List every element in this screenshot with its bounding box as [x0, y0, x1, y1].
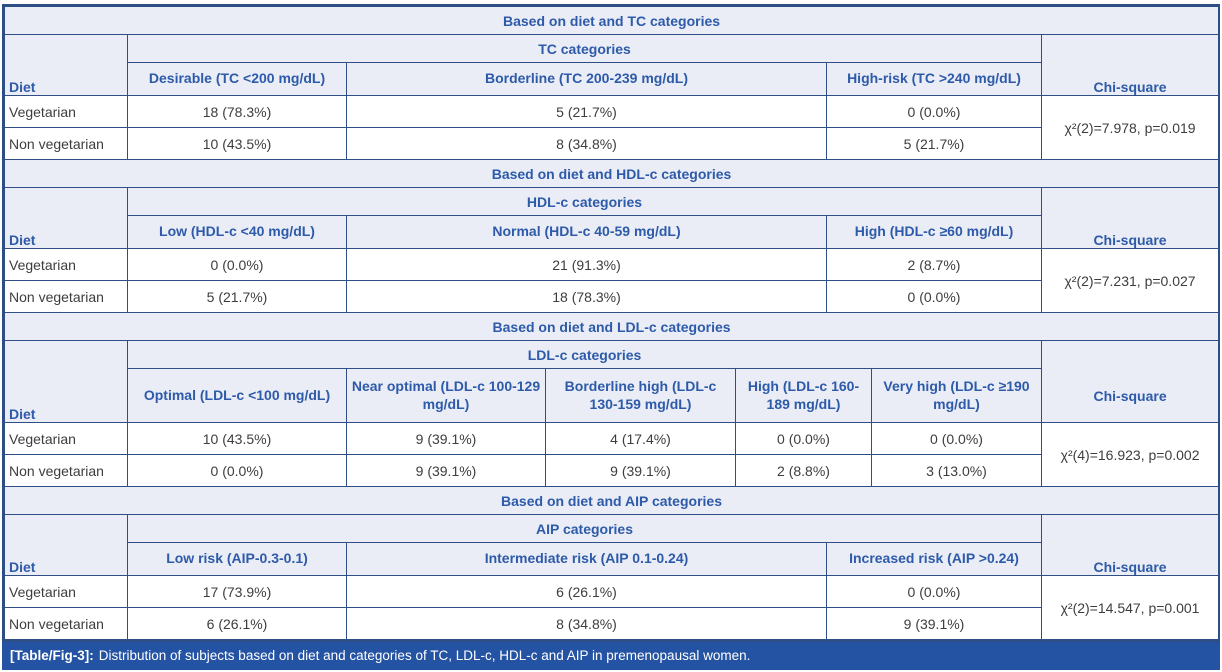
- column-header: Borderline high (LDL-c 130-159 mg/dL): [545, 368, 736, 423]
- data-cell: 9 (39.1%): [346, 422, 546, 455]
- table-row: Non vegetarian 0 (0.0%) 9 (39.1%) 9 (39.…: [4, 454, 1219, 487]
- data-cell: 18 (78.3%): [346, 280, 827, 313]
- category-group-header-aip: AIP categories: [127, 514, 1042, 543]
- data-cell: 18 (78.3%): [127, 95, 347, 128]
- data-cell: 17 (73.9%): [127, 575, 347, 608]
- column-header: Intermediate risk (AIP 0.1-0.24): [346, 542, 827, 576]
- chi-square-value: χ²(4)=16.923, p=0.002: [1040, 422, 1220, 487]
- data-cell: 9 (39.1%): [826, 607, 1042, 640]
- caption-text: Distribution of subjects based on diet a…: [98, 648, 751, 663]
- data-cell: 6 (26.1%): [127, 607, 347, 640]
- diet-cell: Non vegetarian: [4, 127, 128, 160]
- diet-column-header: Diet: [4, 514, 128, 576]
- column-header: Very high (LDL-c ≥190 mg/dL): [871, 368, 1042, 423]
- data-cell: 0 (0.0%): [826, 575, 1042, 608]
- column-header: High (LDL-c 160-189 mg/dL): [735, 368, 872, 423]
- chi-square-column-header: Chi-square: [1040, 187, 1220, 249]
- table-figure: Based on diet and TC categories Diet TC …: [2, 4, 1220, 670]
- data-cell: 2 (8.8%): [735, 454, 872, 487]
- section-title-tc: Based on diet and TC categories: [3, 6, 1220, 35]
- data-cell: 5 (21.7%): [346, 95, 827, 128]
- table-row: Vegetarian 17 (73.9%) 6 (26.1%) 0 (0.0%)…: [4, 575, 1220, 640]
- chi-square-value: χ²(2)=7.978, p=0.019: [1040, 95, 1220, 160]
- column-header: Low risk (AIP-0.3-0.1): [127, 542, 347, 576]
- section-title-hdl: Based on diet and HDL-c categories: [3, 159, 1220, 188]
- table-border-frame: Based on diet and TC categories Diet TC …: [2, 4, 1220, 642]
- data-cell: 0 (0.0%): [826, 95, 1042, 128]
- data-cell: 10 (43.5%): [127, 127, 347, 160]
- data-cell: 3 (13.0%): [871, 454, 1042, 487]
- data-cell: 9 (39.1%): [346, 454, 546, 487]
- diet-cell: Non vegetarian: [4, 607, 128, 640]
- diet-cell: Vegetarian: [4, 422, 128, 455]
- data-cell: 8 (34.8%): [346, 607, 827, 640]
- table-row: Vegetarian 0 (0.0%) 21 (91.3%) 2 (8.7%) …: [4, 248, 1220, 313]
- data-cell: 21 (91.3%): [346, 248, 827, 281]
- data-cell: 0 (0.0%): [127, 248, 347, 281]
- diet-column-header: Diet: [4, 187, 128, 249]
- section-table-aip: Based on diet and AIP categories Diet AI…: [3, 486, 1220, 640]
- data-cell: 0 (0.0%): [826, 280, 1042, 313]
- caption-tag: [Table/Fig-3]:: [10, 648, 94, 663]
- table-row: Vegetarian 10 (43.5%) 9 (39.1%) 4 (17.4%…: [4, 422, 1220, 487]
- diet-cell: Non vegetarian: [4, 454, 128, 487]
- column-header: High-risk (TC >240 mg/dL): [826, 62, 1042, 96]
- column-header: Borderline (TC 200-239 mg/dL): [346, 62, 827, 96]
- data-cell: 0 (0.0%): [127, 454, 347, 487]
- chi-square-value: χ²(2)=14.547, p=0.001: [1040, 575, 1220, 640]
- data-cell: 4 (17.4%): [545, 422, 736, 455]
- diet-cell: Vegetarian: [4, 575, 128, 608]
- diet-column-header: Diet: [4, 340, 128, 423]
- chi-square-column-header: Chi-square: [1040, 514, 1220, 576]
- column-header: Optimal (LDL-c <100 mg/dL): [127, 368, 347, 423]
- section-title-aip: Based on diet and AIP categories: [3, 486, 1220, 515]
- diet-column-header: Diet: [4, 34, 128, 96]
- data-cell: 10 (43.5%): [127, 422, 347, 455]
- column-header: Near optimal (LDL-c 100-129 mg/dL): [346, 368, 546, 423]
- chi-square-column-header: Chi-square: [1040, 34, 1220, 96]
- data-cell: 5 (21.7%): [127, 280, 347, 313]
- table-row: Non vegetarian 10 (43.5%) 8 (34.8%) 5 (2…: [4, 127, 1219, 160]
- section-table-hdl: Based on diet and HDL-c categories Diet …: [3, 159, 1220, 313]
- category-group-header-hdl: HDL-c categories: [127, 187, 1042, 216]
- data-cell: 2 (8.7%): [826, 248, 1042, 281]
- table-row: Vegetarian 18 (78.3%) 5 (21.7%) 0 (0.0%)…: [4, 95, 1220, 160]
- section-title-ldl: Based on diet and LDL-c categories: [3, 312, 1220, 341]
- category-group-header-ldl: LDL-c categories: [127, 340, 1042, 369]
- chi-square-value: χ²(2)=7.231, p=0.027: [1040, 248, 1220, 313]
- diet-cell: Vegetarian: [4, 95, 128, 128]
- table-row: Non vegetarian 5 (21.7%) 18 (78.3%) 0 (0…: [4, 280, 1219, 313]
- column-header: Increased risk (AIP >0.24): [826, 542, 1042, 576]
- table-row: Non vegetarian 6 (26.1%) 8 (34.8%) 9 (39…: [4, 607, 1219, 640]
- data-cell: 5 (21.7%): [826, 127, 1042, 160]
- chi-square-column-header: Chi-square: [1040, 340, 1220, 423]
- diet-cell: Non vegetarian: [4, 280, 128, 313]
- section-table-tc: Based on diet and TC categories Diet TC …: [3, 6, 1220, 160]
- column-header: Normal (HDL-c 40-59 mg/dL): [346, 215, 827, 249]
- data-cell: 0 (0.0%): [871, 422, 1042, 455]
- table-caption: [Table/Fig-3]: Distribution of subjects b…: [2, 642, 1220, 670]
- section-table-ldl: Based on diet and LDL-c categories Diet …: [3, 312, 1220, 487]
- data-cell: 8 (34.8%): [346, 127, 827, 160]
- data-cell: 0 (0.0%): [735, 422, 872, 455]
- category-group-header-tc: TC categories: [127, 34, 1042, 63]
- data-cell: 9 (39.1%): [545, 454, 736, 487]
- diet-cell: Vegetarian: [4, 248, 128, 281]
- column-header: Low (HDL-c <40 mg/dL): [127, 215, 347, 249]
- column-header: Desirable (TC <200 mg/dL): [127, 62, 347, 96]
- data-cell: 6 (26.1%): [346, 575, 827, 608]
- column-header: High (HDL-c ≥60 mg/dL): [826, 215, 1042, 249]
